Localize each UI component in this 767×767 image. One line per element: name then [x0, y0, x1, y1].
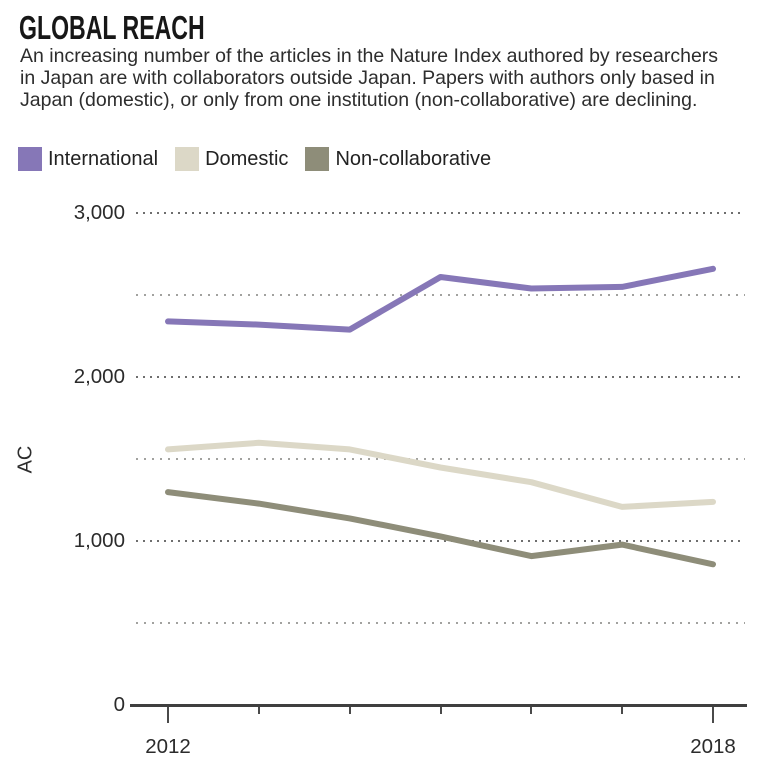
x-tick-2016 — [530, 707, 532, 714]
x-tick-2014 — [349, 707, 351, 714]
x-tick-2015 — [440, 707, 442, 714]
legend: International Domestic Non-collaborative — [18, 147, 491, 171]
legend-item-domestic: Domestic — [175, 147, 288, 171]
gridline-2000 — [136, 376, 745, 378]
gridline-1500 — [136, 458, 745, 460]
series-line-domestic — [165, 439, 716, 510]
legend-label: Domestic — [205, 147, 289, 170]
legend-label: Non-collaborative — [335, 147, 492, 170]
legend-swatch-domestic — [175, 147, 200, 171]
y-tick-label-1000: 1,000 — [73, 529, 125, 552]
series-line-non-collaborative — [165, 489, 716, 568]
chart-title: GLOBAL REACH — [19, 9, 205, 46]
gridline-1000 — [136, 540, 745, 542]
x-tick-2012 — [167, 707, 169, 723]
legend-item-international: International — [18, 147, 158, 171]
x-tick-label-2018: 2018 — [690, 735, 736, 758]
series-line-international — [165, 265, 716, 333]
x-axis-line — [130, 704, 747, 707]
x-tick-2018 — [712, 707, 714, 723]
y-tick-label-3000: 3,000 — [73, 201, 125, 224]
chart-description: An increasing number of the articles in … — [20, 45, 718, 111]
description-line: in Japan are with collaborators outside … — [20, 67, 715, 89]
legend-swatch-international — [18, 147, 42, 171]
gridline-500 — [136, 622, 745, 624]
gridline-2500 — [136, 294, 745, 296]
legend-item-non-collaborative: Non-collaborative — [305, 147, 491, 171]
legend-label: International — [48, 147, 159, 170]
x-tick-2013 — [258, 707, 260, 714]
y-tick-label-0: 0 — [113, 693, 125, 716]
gridline-3000 — [136, 212, 745, 214]
x-tick-2017 — [621, 707, 623, 714]
legend-swatch-non-collaborative — [305, 147, 330, 171]
description-line: An increasing number of the articles in … — [20, 45, 719, 67]
y-tick-label-2000: 2,000 — [73, 365, 125, 388]
description-line: Japan (domestic), or only from one insti… — [20, 89, 698, 111]
x-tick-label-2012: 2012 — [145, 735, 191, 758]
y-axis-title: AC — [14, 445, 37, 474]
